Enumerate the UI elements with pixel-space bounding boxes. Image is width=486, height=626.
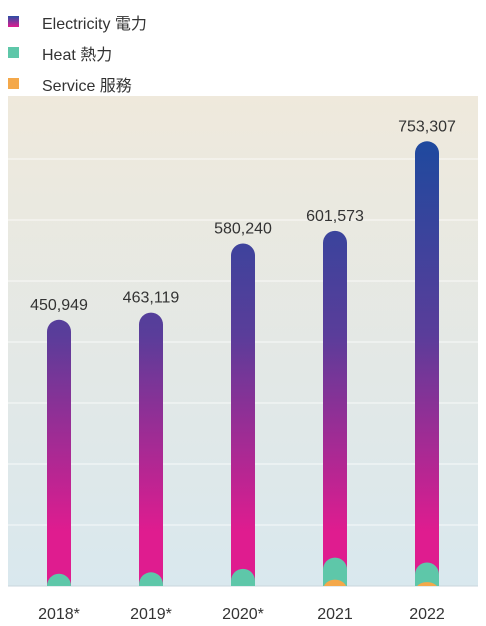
legend-label-heat: Heat 熱力	[42, 46, 113, 64]
legend-item-service: Service 服務	[8, 68, 147, 99]
data-label: 753,307	[398, 118, 456, 135]
bar-heat	[47, 573, 71, 586]
data-label: 601,573	[306, 208, 364, 225]
bar-electricity	[47, 319, 71, 586]
bar-electricity	[231, 243, 255, 586]
data-label: 450,949	[30, 297, 88, 314]
data-label: 580,240	[214, 220, 272, 237]
legend-label-electricity: Electricity 電力	[42, 15, 147, 33]
bar-electricity	[139, 312, 163, 586]
bar-service	[417, 582, 437, 586]
bar-electricity	[415, 141, 439, 586]
data-labels: 450,949 463,119 580,240 601,573 753,307	[30, 118, 456, 314]
chart-legend: Electricity 電力 Heat 熱力 Service 服務	[8, 6, 147, 99]
legend-swatch-service	[8, 78, 19, 89]
bar-heat	[323, 557, 347, 586]
bar-heat	[231, 568, 255, 586]
bar-service	[323, 579, 347, 586]
x-tick-label: 2018*	[38, 606, 80, 623]
bar-electricity	[323, 230, 347, 586]
x-tick-label: 2021	[317, 606, 353, 623]
legend-swatch-electricity	[8, 16, 19, 27]
bars	[47, 141, 439, 586]
x-axis-ticks: 2018* 2019* 2020* 2021 2022	[38, 606, 445, 623]
x-tick-label: 2020*	[222, 606, 264, 623]
data-label: 463,119	[123, 290, 180, 307]
legend-label-service: Service 服務	[42, 77, 132, 95]
bar-heat	[415, 562, 439, 586]
x-tick-label: 2019*	[130, 606, 172, 623]
bar-heat	[139, 572, 163, 586]
x-tick-label: 2022	[409, 606, 445, 623]
legend-item-electricity: Electricity 電力	[8, 6, 147, 37]
legend-swatch-heat	[8, 47, 19, 58]
legend-item-heat: Heat 熱力	[8, 37, 147, 68]
